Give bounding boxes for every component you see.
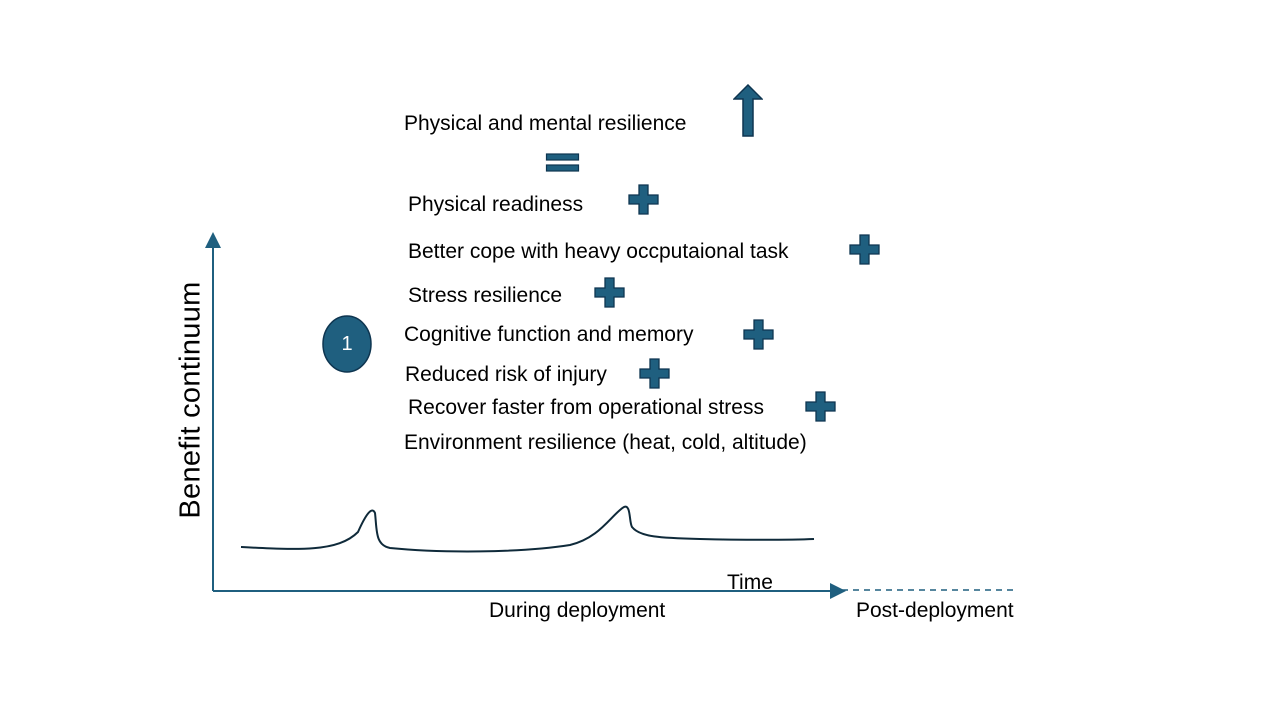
result-label: Physical and mental resilience	[404, 112, 687, 135]
phase-post-label: Post-deployment	[856, 599, 1014, 622]
y-axis-label: Benefit continuum	[174, 281, 207, 519]
benefit-curve	[240, 505, 815, 553]
plus-icon	[628, 184, 659, 215]
plus-icon	[743, 319, 774, 350]
plus-icon	[849, 234, 880, 265]
component-label-1: Physical readiness	[408, 193, 584, 216]
number-marker-label: 1	[341, 332, 353, 355]
plus-icon	[639, 358, 670, 389]
plus-icon	[805, 391, 836, 422]
component-label-2: Better cope with heavy occputaional task	[408, 240, 789, 263]
component-label-3: Stress resilience	[408, 284, 563, 307]
component-label-4: Cognitive function and memory	[404, 323, 694, 346]
plus-icon	[594, 277, 625, 308]
phase-during-label: During deployment	[489, 599, 666, 622]
equals-icon	[545, 153, 580, 172]
up-arrow-icon	[733, 84, 763, 137]
x-axis-label: Time	[727, 571, 773, 594]
component-label-6: Recover faster from operational stress	[408, 396, 764, 419]
component-label-5: Reduced risk of injury	[405, 363, 607, 386]
number-marker	[322, 315, 372, 373]
component-label-7: Environment resilience (heat, cold, alti…	[404, 431, 807, 454]
